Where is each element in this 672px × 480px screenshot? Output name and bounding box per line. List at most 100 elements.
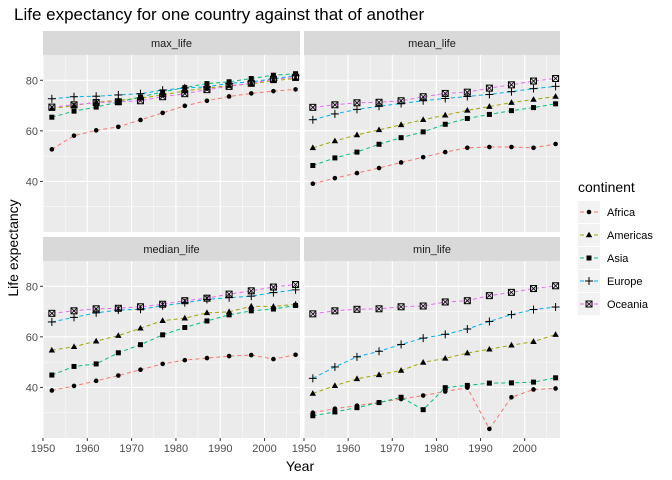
point-africa: [248, 91, 254, 96]
point-oceania: [441, 89, 449, 97]
facet-strip: [43, 31, 300, 55]
point-africa: [332, 175, 338, 181]
point-americas: [464, 349, 471, 356]
point-asia: [354, 405, 360, 411]
panel-background: [43, 55, 300, 232]
series-line-oceania: [51, 76, 296, 108]
point-oceania: [181, 90, 189, 98]
point-europe: [463, 325, 472, 334]
point-europe: [114, 90, 123, 99]
point-europe: [352, 105, 361, 114]
y-tick-label: 40: [26, 382, 38, 394]
point-asia: [204, 318, 210, 324]
point-americas: [353, 375, 361, 382]
point-africa: [442, 389, 448, 394]
point-europe: [92, 92, 101, 101]
point-asia: [49, 372, 55, 378]
point-americas: [486, 103, 493, 109]
legend-item-americas: Americas: [578, 224, 653, 246]
facet-mean-life: mean_life: [303, 31, 560, 232]
point-europe: [158, 86, 167, 95]
facet-strip: [304, 31, 560, 55]
point-europe: [136, 89, 145, 98]
facet-strip-label: max_life: [151, 38, 192, 50]
x-tick-label: 1960: [75, 443, 99, 455]
point-africa: [93, 128, 99, 133]
point-asia: [226, 312, 232, 318]
point-africa: [420, 393, 426, 398]
point-oceania: [203, 294, 211, 302]
point-oceania: [114, 304, 122, 312]
point-oceania: [225, 82, 233, 90]
point-europe: [375, 347, 384, 356]
point-asia: [354, 149, 360, 155]
series-line-europe: [51, 75, 296, 100]
point-americas: [181, 314, 188, 321]
point-asia: [49, 114, 55, 120]
x-tick-label: 1990: [208, 443, 232, 455]
point-africa: [204, 355, 210, 361]
point-europe: [419, 96, 428, 105]
point-africa: [293, 352, 298, 358]
point-africa: [487, 144, 492, 150]
point-oceania: [70, 101, 78, 109]
point-oceania: [485, 84, 493, 92]
point-asia: [160, 332, 166, 338]
point-americas: [552, 93, 559, 99]
facet-min-life: min_life 1950 1960 1970 1980 1990 2000: [292, 237, 560, 455]
point-oceania: [70, 307, 78, 315]
point-africa: [420, 154, 426, 160]
x-tick-label: 2000: [512, 443, 536, 455]
point-asia: [486, 111, 492, 117]
point-americas: [92, 98, 100, 105]
point-europe: [70, 92, 79, 101]
series-line-africa: [312, 387, 556, 430]
point-oceania: [353, 99, 361, 107]
point-americas: [248, 302, 255, 309]
series-line-europe: [312, 85, 556, 121]
x-tick-label: 1970: [380, 443, 404, 455]
panel-background: [304, 55, 560, 232]
point-asia: [137, 342, 143, 348]
point-americas: [530, 96, 537, 102]
point-americas: [309, 390, 317, 396]
point-oceania: [48, 309, 56, 317]
point-europe: [397, 340, 406, 349]
point-oceania: [92, 305, 100, 313]
point-americas: [353, 131, 361, 138]
point-americas: [552, 331, 559, 337]
y-axis-title: Life expectancy: [5, 199, 21, 296]
point-americas: [48, 105, 56, 111]
facet-strip: [304, 237, 560, 261]
point-oceania: [507, 81, 515, 89]
point-oceania: [309, 103, 317, 111]
point-oceania: [485, 292, 493, 300]
facet-max-life: max_life 40 60 80: [26, 31, 300, 232]
point-oceania: [397, 303, 405, 311]
point-oceania: [136, 97, 144, 105]
point-europe: [419, 334, 428, 343]
point-asia: [531, 105, 537, 111]
point-africa: [293, 87, 298, 92]
point-oceania: [552, 282, 560, 290]
point-africa: [248, 352, 254, 358]
point-africa: [71, 383, 77, 389]
y-tick-label: 80: [26, 75, 38, 87]
point-americas: [92, 337, 100, 344]
y-tick-label: 60: [26, 332, 38, 344]
point-asia: [332, 155, 338, 161]
point-asia: [442, 121, 448, 127]
x-tick-label: 1960: [336, 443, 360, 455]
point-asia: [531, 379, 537, 385]
point-europe: [352, 352, 361, 361]
point-africa: [553, 141, 558, 147]
series-line-americas: [312, 95, 556, 149]
x-tick-label: 1950: [292, 443, 316, 455]
point-africa: [531, 145, 536, 151]
point-americas: [419, 358, 427, 365]
point-asia: [376, 400, 382, 406]
point-africa: [226, 94, 232, 99]
point-americas: [508, 99, 515, 105]
legend-title: continent: [578, 179, 635, 195]
